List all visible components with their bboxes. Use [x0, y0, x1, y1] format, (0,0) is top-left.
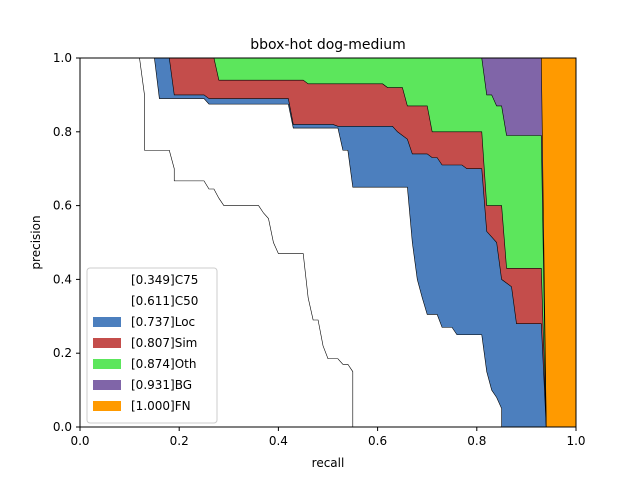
legend-label-loc: [0.737]Loc [131, 315, 195, 329]
y-tick-label: 0.2 [53, 346, 72, 360]
legend-label-fn: [1.000]FN [131, 399, 191, 413]
x-tick-label: 0.6 [368, 434, 387, 448]
legend-swatch-fn [93, 401, 121, 411]
curve-sim [80, 57, 547, 428]
x-tick-label: 1.0 [566, 434, 585, 448]
x-tick-label: 0.4 [269, 434, 288, 448]
x-tick-label: 0.2 [170, 434, 189, 448]
legend: [0.349]C75 [0.611]C50 [0.737]Loc [0.807]Sim… [86, 267, 218, 424]
x-axis-ticks: 0.0 0.2 0.4 0.6 0.8 1.0 [70, 427, 586, 448]
x-axis-label: recall [312, 456, 345, 470]
curve-c50 [80, 57, 502, 427]
legend-label-sim: [0.807]Sim [131, 336, 197, 350]
legend-label-c75: [0.349]C75 [131, 273, 198, 287]
y-tick-label: 0.4 [53, 272, 72, 286]
y-tick-label: 1.0 [53, 51, 72, 65]
legend-label-oth: [0.874]Oth [131, 357, 196, 371]
legend-swatch-sim [93, 338, 121, 348]
x-tick-label: 0.8 [467, 434, 486, 448]
x-tick-label: 0.0 [70, 434, 89, 448]
plot-frame [79, 57, 577, 428]
curve-c75 [80, 57, 354, 427]
legend-swatch-bg [93, 380, 121, 390]
legend-swatch-c50 [93, 296, 121, 306]
y-tick-label: 0.0 [53, 420, 72, 434]
curve-oth [80, 57, 547, 428]
y-tick-label: 0.8 [53, 125, 72, 139]
legend-swatch-c75 [93, 275, 121, 285]
y-tick-label: 0.6 [53, 199, 72, 213]
legend-label-bg: [0.931]BG [131, 378, 192, 392]
y-axis-ticks: 0.0 0.2 0.4 0.6 0.8 1.0 [53, 51, 80, 434]
y-axis-label: precision [29, 215, 43, 269]
curve-loc [80, 57, 547, 428]
legend-swatch-loc [93, 317, 121, 327]
legend-label-c50: [0.611]C50 [131, 294, 198, 308]
legend-swatch-oth [93, 359, 121, 369]
chart-title: bbox-hot dog-medium [250, 37, 406, 53]
